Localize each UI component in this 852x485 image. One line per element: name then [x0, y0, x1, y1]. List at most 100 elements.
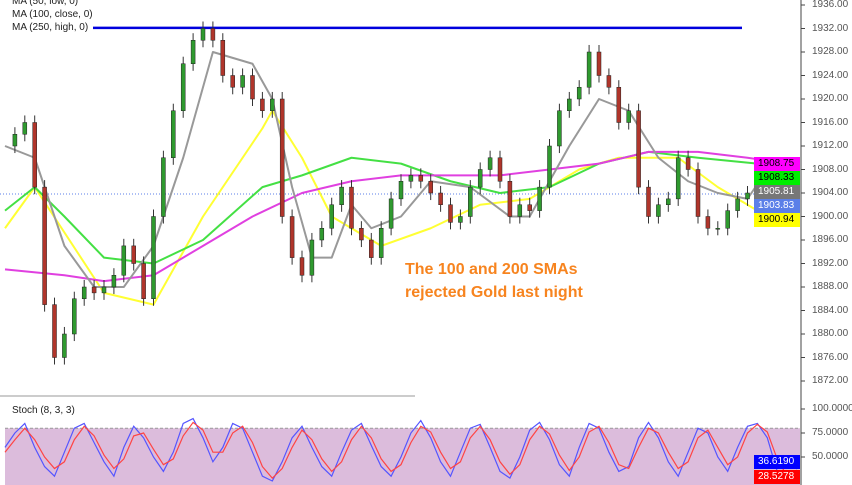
candle	[626, 110, 631, 123]
candle	[240, 75, 245, 88]
candle	[636, 110, 641, 188]
candle	[260, 98, 265, 111]
candle	[537, 186, 542, 211]
candle	[329, 204, 334, 229]
price-tick-label: 1924.00	[812, 69, 849, 81]
candle	[220, 40, 226, 76]
candle	[656, 204, 661, 217]
price-tick-label: 1880.00	[812, 328, 849, 339]
candle	[289, 216, 295, 258]
candle	[32, 122, 37, 188]
legend-ma100: MA (100, close, 0)	[12, 9, 93, 20]
candle	[666, 198, 671, 205]
price-tick-label: 1928.00	[812, 46, 849, 57]
candle	[309, 239, 315, 276]
price-tick-label: 1896.00	[812, 234, 849, 245]
candle	[299, 257, 305, 276]
candle	[567, 98, 572, 111]
price-tick-label: 1892.00	[812, 257, 849, 269]
candle	[270, 98, 275, 111]
price-tick-label: 1920.00	[812, 93, 849, 104]
candle	[685, 157, 691, 170]
candle	[675, 157, 681, 200]
stoch-line	[4, 421, 798, 479]
candle	[715, 228, 721, 230]
annotation: The 100 and 200 SMAs rejected Gold last …	[405, 258, 583, 304]
price-tag: 1908.75	[754, 157, 800, 171]
candle	[161, 157, 166, 217]
candle	[279, 98, 285, 217]
candle	[616, 87, 622, 123]
candle	[388, 198, 394, 229]
candle	[428, 181, 433, 194]
candle	[359, 228, 364, 241]
stoch-tick-label: 75.0000	[812, 427, 849, 438]
candle	[576, 87, 582, 100]
price-tick-label: 1904.00	[812, 187, 849, 198]
price-tick-label: 1876.00	[812, 351, 849, 363]
candle	[101, 286, 107, 294]
candle	[517, 204, 523, 217]
candle	[735, 198, 740, 211]
price-tick-label: 1912.00	[812, 140, 849, 151]
candle	[507, 181, 513, 217]
legend-ma250: MA (250, high, 0)	[12, 22, 89, 33]
candle	[250, 75, 255, 100]
stoch-tick-label: 50.0000	[812, 451, 849, 462]
stoch-tag: 36.6190	[754, 455, 800, 469]
legend: MA (50, low, 0) MA (100, close, 0) MA (2…	[12, 0, 93, 34]
legend-ma50: MA (50, low, 0)	[12, 0, 79, 7]
candle	[210, 28, 216, 41]
price-tag: 1903.83	[754, 199, 800, 213]
annotation-line-2: rejected Gold last night	[405, 284, 583, 301]
candle	[557, 110, 562, 147]
stoch-label: Stoch (8, 3, 3)	[12, 405, 75, 416]
candle	[369, 239, 374, 258]
candle	[606, 75, 612, 88]
price-tag: 1900.94	[754, 213, 800, 227]
candle	[418, 175, 424, 182]
candle	[151, 216, 156, 299]
candle	[349, 186, 354, 229]
candle	[468, 186, 473, 217]
price-tick-label: 1908.00	[812, 163, 849, 175]
candle	[705, 216, 711, 229]
candle	[52, 304, 57, 358]
candle	[91, 286, 97, 294]
candle	[81, 286, 87, 299]
candle	[230, 75, 235, 88]
price-tick-label: 1888.00	[812, 281, 849, 292]
candle	[438, 192, 443, 205]
candle	[378, 228, 384, 258]
candle	[190, 40, 196, 64]
candle	[527, 204, 532, 211]
price-tick-label: 1884.00	[812, 304, 849, 316]
candle	[171, 110, 176, 158]
stoch-line	[4, 417, 798, 482]
candle	[111, 275, 117, 288]
stoch-tick-label: 100.0000	[812, 403, 852, 414]
candle	[22, 122, 28, 135]
price-tick-label: 1916.00	[812, 116, 849, 128]
price-tag: 1908.33	[754, 171, 800, 185]
candle	[725, 210, 730, 229]
candle	[596, 51, 602, 76]
price-tick-label: 1900.00	[812, 210, 849, 222]
candle	[497, 157, 503, 182]
candle	[121, 245, 127, 276]
candle	[72, 298, 77, 335]
candle	[12, 134, 18, 147]
candle	[458, 216, 463, 223]
candle	[487, 157, 493, 170]
candle	[547, 145, 552, 188]
candle	[448, 204, 453, 223]
candle	[695, 169, 701, 217]
candle	[586, 51, 592, 88]
stoch-tag: 28.5278	[754, 470, 800, 484]
candle	[62, 333, 67, 358]
price-tag: 1905.81	[754, 185, 800, 199]
annotation-line-1: The 100 and 200 SMAs	[405, 261, 578, 278]
candle	[180, 63, 186, 111]
